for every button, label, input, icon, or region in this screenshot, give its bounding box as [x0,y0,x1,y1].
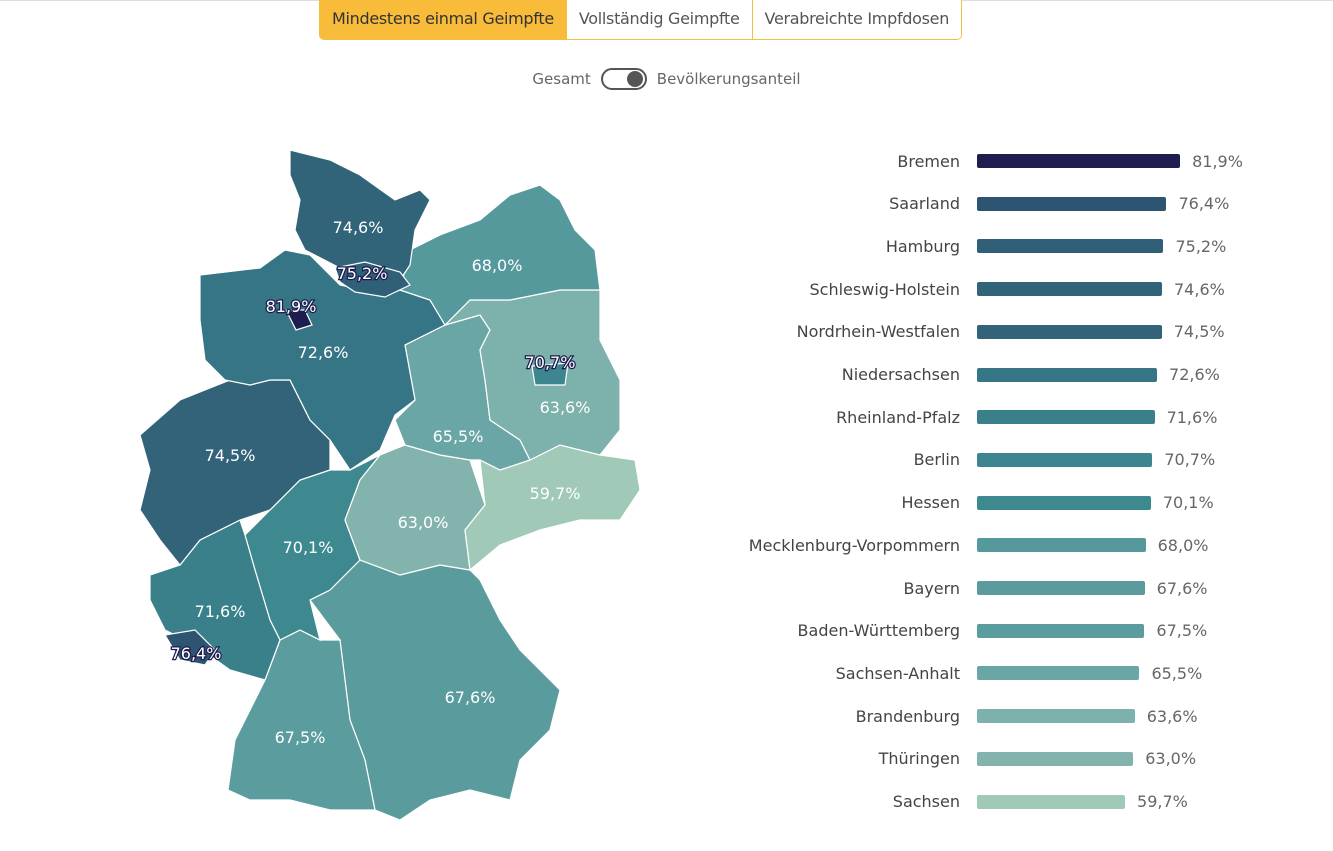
bar-row[interactable]: Thüringen 63,0% [700,749,1196,769]
bar[interactable] [977,794,1126,809]
bar-label: Bremen [897,151,960,171]
map-value-label: 68,0% [472,256,523,275]
bar[interactable] [977,666,1140,681]
bar-value: 72,6% [1169,365,1220,384]
bar-label: Sachsen [892,792,960,811]
bar-value: 76,4% [1178,194,1230,214]
map-value-label: 75,2% [337,264,388,283]
bar-value: 59,7% [1137,792,1188,811]
bar-row[interactable]: Hessen 70,1% [700,493,1214,513]
bar-label: Thüringen [878,749,960,769]
map-value-label: 70,7% [525,353,576,372]
toggle-knob [626,71,643,87]
bar-value: 81,9% [1192,151,1243,171]
toggle-row: Gesamt Bevölkerungsanteil [0,68,1333,90]
bar-label: Schleswig-Holstein [809,279,960,299]
state-schleswig-holstein[interactable] [289,149,431,281]
map-value-label: 74,6% [333,218,384,237]
toggle-label-anteil: Bevölkerungsanteil [656,70,801,88]
bar[interactable] [977,495,1151,510]
state-berlin[interactable] [531,362,569,386]
toggle-label-gesamt: Gesamt [532,70,591,88]
bar[interactable] [977,751,1134,766]
bar-value: 71,6% [1166,407,1218,427]
map-value-label: 67,6% [445,688,496,707]
bar-label: Brandenburg [855,706,960,726]
bar-label: Niedersachsen [841,365,960,384]
tab-vollstaendig[interactable]: Vollständig Geimpfte [565,0,752,39]
bar-value: 74,5% [1173,322,1225,342]
map-value-label: 63,6% [540,398,591,417]
bar-value: 67,5% [1156,621,1208,641]
bar-value: 67,6% [1156,578,1208,598]
bar-value: 65,5% [1151,663,1203,683]
bar[interactable] [977,282,1162,297]
bar-value: 74,6% [1174,279,1225,299]
bar-label: Sachsen-Anhalt [835,663,960,683]
bar[interactable] [977,452,1153,467]
bar[interactable] [977,239,1164,254]
bar-label: Rheinland-Pfalz [836,407,960,427]
bar[interactable] [977,623,1145,638]
state-bremen[interactable] [285,309,313,331]
map-value-label: 65,5% [433,427,484,446]
bar-value: 70,7% [1164,450,1216,470]
bar-row[interactable]: Bayern 67,6% [700,578,1207,598]
bar-value: 68,0% [1157,535,1209,555]
tab-impfdosen[interactable]: Verabreichte Impfdosen [751,0,962,39]
bar-value: 63,6% [1146,706,1198,726]
bar-label: Nordrhein-Westfalen [796,322,960,342]
bar-label: Mecklenburg-Vorpommern [748,535,960,555]
map-value-label: 71,6% [195,602,246,621]
bar-row[interactable]: Hamburg 75,2% [700,236,1226,256]
bar-label: Berlin [913,450,960,470]
bar-row[interactable]: Brandenburg 63,6% [700,706,1198,726]
map-value-label: 74,5% [205,446,256,465]
mode-toggle[interactable] [600,68,647,90]
bar-value: 75,2% [1175,236,1227,256]
state-saarland[interactable] [164,629,216,666]
bar-label: Saarland [889,194,960,214]
state-niedersachsen[interactable] [199,249,446,471]
map-value-label: 76,4% [171,644,222,663]
bar[interactable] [977,709,1135,724]
map-value-label: 59,7% [530,484,581,503]
bar-row[interactable]: Schleswig-Holstein 74,6% [700,279,1225,299]
state-mecklenburg-vorpommern[interactable] [399,184,601,326]
bar[interactable] [977,367,1158,382]
bar-row[interactable]: Niedersachsen 72,6% [700,365,1220,385]
bar[interactable] [977,324,1162,339]
bar[interactable] [977,196,1167,211]
bar-row[interactable]: Mecklenburg-Vorpommern 68,0% [700,535,1209,555]
bar-row[interactable]: Rheinland-Pfalz 71,6% [700,407,1217,427]
map-value-label: 72,6% [298,343,349,362]
bar-row[interactable]: Saarland 76,4% [700,194,1229,214]
bar-label: Bayern [903,578,960,598]
tab-mindestens-einmal[interactable]: Mindestens einmal Geimpfte [320,0,566,39]
bar-label: Baden-Württemberg [797,621,960,641]
bar-row[interactable]: Baden-Württemberg 67,5% [700,621,1208,641]
map-value-label: 63,0% [398,513,449,532]
bar[interactable] [977,154,1181,168]
bar[interactable] [977,410,1155,425]
germany-map: 67,6% 67,5% 70,1% 71,6% 76,4% 63,0% 59,7% 74,5%… [139,149,641,821]
map-value-label: 81,9% [266,297,317,316]
bar-value: 63,0% [1145,749,1197,769]
bar-row[interactable]: Nordrhein-Westfalen 74,5% [700,322,1225,342]
bar-row[interactable]: Sachsen 59,7% [700,792,1188,812]
bar-label: Hamburg [885,236,960,256]
bar[interactable] [977,538,1146,553]
bar-row[interactable]: Bremen 81,9% [700,151,1243,171]
map-value-label: 67,5% [275,728,326,747]
bar-label: Hessen [901,493,960,513]
state-hamburg[interactable] [334,261,411,298]
map-value-label: 70,1% [283,538,334,557]
metric-tabs: Mindestens einmal Geimpfte Vollständig G… [319,0,963,40]
bar-row[interactable]: Berlin 70,7% [700,450,1216,470]
bar[interactable] [977,581,1145,595]
bar-value: 70,1% [1162,493,1214,513]
bar-row[interactable]: Sachsen-Anhalt 65,5% [700,663,1203,683]
